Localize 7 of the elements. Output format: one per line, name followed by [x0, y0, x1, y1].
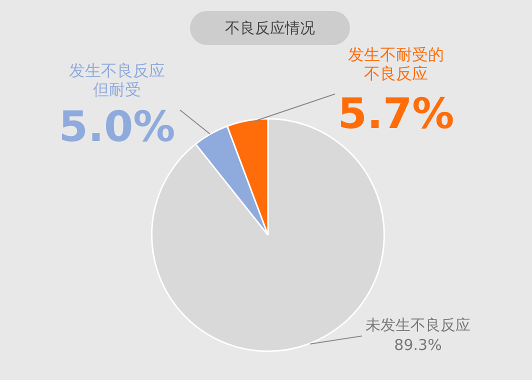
data-label: 89.3%: [394, 336, 442, 354]
data-label: 5.7%: [338, 88, 454, 138]
chart-title: 不良反应情况: [190, 11, 350, 45]
slice-label: 发生不耐受的不良反应: [348, 45, 444, 84]
data-label: 5.0%: [58, 102, 176, 151]
slice-label: 发生不良反应但耐受: [69, 61, 165, 100]
slice-label: 未发生不良反应: [366, 316, 470, 334]
